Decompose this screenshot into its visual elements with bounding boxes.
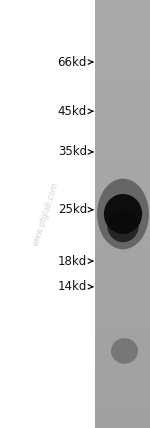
Ellipse shape bbox=[97, 179, 149, 249]
Ellipse shape bbox=[107, 209, 139, 242]
Text: 18kd: 18kd bbox=[58, 255, 87, 268]
Ellipse shape bbox=[104, 194, 142, 234]
Text: 66kd: 66kd bbox=[58, 56, 87, 68]
Text: 25kd: 25kd bbox=[58, 203, 87, 216]
Text: 45kd: 45kd bbox=[58, 105, 87, 118]
Text: 35kd: 35kd bbox=[58, 146, 87, 158]
Text: www.ptglab.com: www.ptglab.com bbox=[30, 181, 60, 247]
Text: 14kd: 14kd bbox=[58, 280, 87, 293]
Ellipse shape bbox=[111, 338, 138, 364]
